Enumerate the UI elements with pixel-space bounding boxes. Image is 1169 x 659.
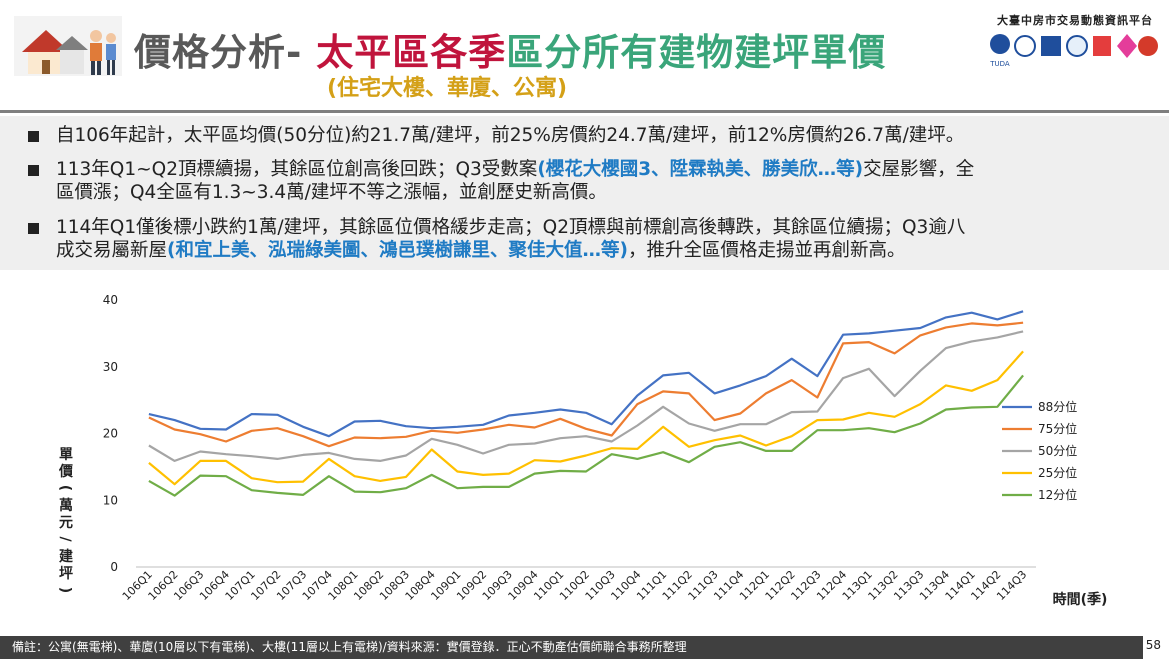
cube-logo-icon [1117, 34, 1137, 58]
y-axis-label-char: 坪 [59, 566, 73, 582]
legend-label: 75分位 [1038, 421, 1077, 436]
partner-logos: TUDA [989, 34, 1158, 68]
page-subtitle: (住宅大樓、華廈、公寓) [327, 76, 568, 101]
building-logo-icon [1066, 35, 1088, 57]
tuda-logo-icon [990, 34, 1010, 54]
red-logo-icon [1138, 36, 1158, 56]
ip-logo-icon [1093, 36, 1111, 56]
legend-label: 50分位 [1038, 443, 1077, 458]
title-part3: 區分所有建物建坪單價 [506, 31, 887, 74]
y-axis-ticks: 0 10 20 30 40 [103, 293, 118, 574]
header-divider [0, 110, 1169, 113]
footer-note: 備註：公寓(無電梯)、華廈(10層以下有電梯)、大樓(11層以上有電梯)/資料來… [0, 636, 1143, 659]
y-tick-label: 40 [103, 293, 118, 307]
y-tick-label: 0 [110, 560, 118, 574]
bullet-square-icon [28, 223, 39, 234]
legend-label: 88分位 [1038, 399, 1077, 414]
y-axis-label-char: ( [57, 485, 73, 491]
y-axis-label-char: 萬 [59, 497, 73, 514]
bullet-square-icon [28, 165, 39, 176]
line-chart: 單價 ( 萬元 / 建坪) 0 10 20 30 40 106Q1106Q2106Q3106Q4… [57, 293, 1108, 608]
legend-label: 25分位 [1038, 465, 1077, 480]
y-axis-label-char: 建 [59, 548, 73, 565]
y-tick-label: 30 [103, 360, 118, 374]
y-tick-label: 10 [103, 493, 118, 507]
bullet-square-icon [28, 131, 39, 142]
project-highlight: (和宜上美、泓瑞綠美圖、鴻邑璞樹謙里、聚佳大值…等) [167, 240, 628, 261]
series-line-88分位 [148, 310, 1024, 438]
y-axis-label-char: / [57, 536, 73, 542]
seal-logo-icon [1014, 35, 1036, 57]
series-line-50分位 [148, 330, 1024, 462]
tuda-logo-label: TUDA [989, 60, 1010, 68]
y-axis-label-char: 單 [59, 447, 73, 463]
page-title: 價格分析- 太平區各季區分所有建物建坪單價 [134, 22, 886, 76]
y-axis-label-char: 價 [58, 463, 74, 480]
summary-bullets: 自106年起計，太平區均價(50分位)約21.7萬/建坪，前25%房價約24.7… [0, 116, 1169, 270]
y-axis-label: 單價 ( 萬元 / 建坪) [57, 447, 74, 593]
y-axis-label-char: 元 [59, 515, 73, 531]
x-axis-label: 時間(季) [1053, 591, 1108, 608]
x-axis-ticks: 106Q1106Q2106Q3106Q4107Q1107Q2107Q3107Q4… [120, 568, 1029, 603]
series-line-25分位 [148, 350, 1024, 486]
org-name: 大臺中房市交易動態資訊平台 [997, 14, 1153, 27]
y-axis-label-char: ) [57, 587, 73, 593]
header: 價格分析- 太平區各季區分所有建物建坪單價 (住宅大樓、華廈、公寓) 大臺中房市… [0, 0, 1169, 112]
title-part1: 價格分析- [134, 31, 303, 74]
price-chart: 單價 ( 萬元 / 建坪) 0 10 20 30 40 106Q1 106Q2 106Q3 106Q4… [0, 278, 1169, 630]
shield-logo-icon [1041, 36, 1061, 56]
series-line-12分位 [148, 374, 1024, 497]
y-tick-label: 20 [103, 427, 118, 441]
series-line-75分位 [148, 321, 1024, 448]
series-lines [148, 310, 1024, 497]
chart-legend: 88分位 75分位 50分位 25分位 12分位 [1002, 399, 1077, 502]
house-family-illustration [14, 16, 122, 76]
legend-label: 12分位 [1038, 487, 1077, 502]
project-highlight: (櫻花大櫻國3、陞霖執美、勝美欣…等) [537, 159, 864, 180]
title-part2: 太平區各季 [316, 31, 507, 74]
page-number: 58 [1145, 638, 1161, 652]
